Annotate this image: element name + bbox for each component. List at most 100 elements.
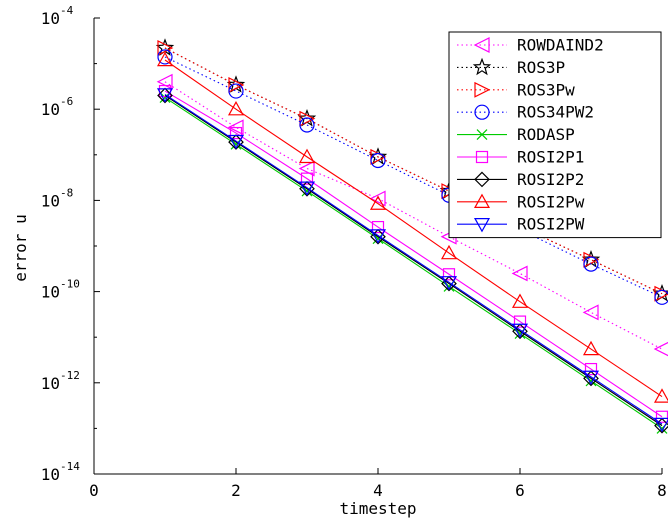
data-point [157, 49, 173, 65]
legend-marker [473, 193, 491, 208]
y-tick-label: 10 -12 [41, 369, 80, 393]
svg-text:10: 10 [41, 100, 60, 119]
legend-entry: ROSI2PW [457, 215, 585, 234]
x-tick-label: 2 [231, 481, 241, 500]
svg-text:-12: -12 [60, 369, 80, 382]
legend-marker [472, 57, 492, 76]
legend-label: ROSI2Pw [517, 192, 585, 211]
series-line [164, 59, 663, 397]
x-tick-label: 8 [657, 481, 667, 500]
data-point [156, 88, 174, 103]
legend-entry: ROSI2P1 [457, 148, 584, 167]
legend-entry: ROS3Pw [457, 80, 575, 99]
legend-entry: ROS3P [457, 57, 565, 77]
series-layer [155, 38, 668, 434]
data-point [157, 40, 174, 56]
legend-marker [474, 104, 490, 120]
svg-text:-14: -14 [60, 460, 80, 473]
data-point [511, 265, 528, 282]
legend-entry: ROSI2P2 [457, 170, 584, 189]
y-tick-label: 10 -4 [41, 4, 74, 28]
data-point [298, 181, 316, 196]
data-point [369, 190, 386, 207]
svg-text:-4: -4 [60, 4, 74, 17]
legend-marker [473, 218, 491, 233]
data-point [298, 148, 316, 164]
data-point [582, 340, 600, 356]
data-point [228, 83, 244, 99]
data-point [583, 256, 599, 272]
data-point [442, 268, 456, 281]
legend-label: ROSI2P1 [517, 148, 584, 167]
legend-marker [474, 81, 491, 98]
data-point [369, 229, 387, 244]
legend-marker [474, 171, 490, 188]
data-point [229, 126, 243, 140]
y-tick-label: 10 -6 [41, 95, 74, 119]
legend-label: ROS3P [517, 58, 565, 77]
y-tick-label: 10 -8 [41, 186, 74, 210]
legend: ROWDAIND2 ROS3P ROS3Pw ROS34PW2 RODASP ROSI2P… [448, 31, 662, 239]
x-tick-label: 6 [515, 481, 525, 500]
svg-text:10: 10 [41, 374, 60, 393]
series-line [164, 97, 663, 429]
data-point [298, 160, 315, 177]
svg-text:10: 10 [41, 9, 60, 28]
svg-text:10: 10 [41, 465, 60, 484]
y-tick-label: 10 -10 [41, 278, 80, 302]
data-point [513, 315, 527, 328]
series-line [164, 90, 663, 418]
legend-label: ROS3Pw [517, 80, 575, 99]
svg-text:10: 10 [41, 283, 60, 302]
legend-label: ROWDAIND2 [517, 36, 604, 55]
svg-text:-10: -10 [60, 278, 80, 291]
data-point [300, 172, 314, 185]
y-tick-label: 10 -14 [41, 460, 81, 484]
data-point [299, 117, 315, 133]
data-point [511, 323, 529, 339]
data-point [370, 152, 386, 169]
x-tick-label: 0 [89, 481, 99, 500]
legend-label: ROSI2PW [517, 215, 585, 234]
series-rosi2pw [156, 88, 668, 433]
svg-text:-6: -6 [60, 95, 73, 108]
legend-label: RODASP [517, 125, 575, 144]
data-point [653, 341, 668, 357]
legend-entry: ROS34PW2 [457, 103, 594, 122]
data-point [583, 251, 600, 268]
series-line [164, 94, 663, 425]
legend-label: ROS34PW2 [517, 103, 594, 122]
data-point [582, 370, 600, 386]
data-point [440, 244, 458, 260]
data-point [228, 76, 245, 93]
data-point [582, 304, 599, 321]
data-point [584, 362, 598, 376]
data-point [159, 92, 171, 103]
legend-entry: RODASP [457, 125, 575, 144]
series-line [164, 95, 663, 427]
legend-label: ROSI2P2 [517, 170, 584, 189]
data-point [653, 388, 668, 403]
legend-marker [475, 150, 489, 164]
y-axis-label: error u [11, 214, 30, 281]
data-point [440, 276, 458, 291]
legend-marker [473, 37, 490, 53]
data-point [369, 195, 387, 210]
data-point [653, 417, 668, 433]
data-point [371, 220, 385, 234]
series-line [164, 81, 663, 350]
data-point [156, 51, 174, 67]
x-tick-label: 4 [373, 481, 383, 500]
series-rosi2pw [156, 51, 668, 403]
svg-text:-8: -8 [60, 186, 73, 199]
data-point [227, 119, 244, 136]
svg-text:10: 10 [41, 191, 60, 210]
legend-marker [476, 129, 488, 141]
data-point [227, 134, 245, 150]
data-point [227, 100, 245, 116]
series-rosi2p1 [158, 84, 668, 423]
legend-entry: ROSI2Pw [457, 192, 585, 211]
x-axis-label: timestep [339, 499, 416, 518]
